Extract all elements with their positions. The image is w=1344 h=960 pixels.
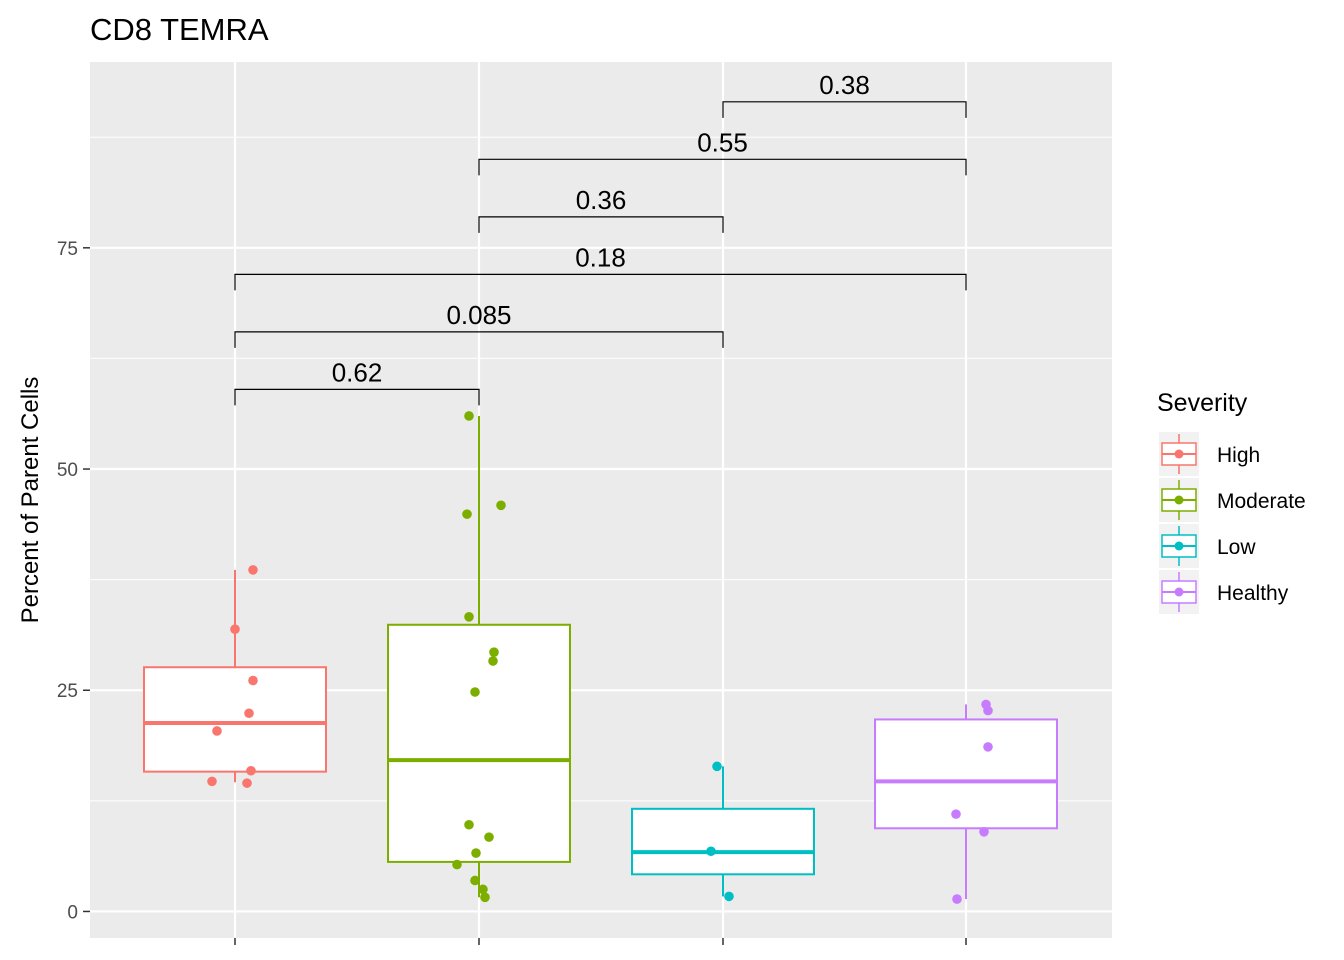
data-point-high bbox=[230, 624, 240, 634]
comparison-bracket bbox=[234, 331, 724, 348]
p-value-label: 0.085 bbox=[446, 300, 511, 330]
legend-label-low: Low bbox=[1217, 536, 1256, 559]
data-point-high bbox=[248, 565, 258, 575]
legend: Severity High Moderate Low Healthy bbox=[1157, 389, 1306, 614]
p-value-label: 0.36 bbox=[576, 185, 627, 215]
plot-panel: 0.62 0.085 0.18 0.36 0.55 0.38 bbox=[90, 62, 1112, 938]
data-point-moderate bbox=[489, 647, 499, 657]
data-point-healthy bbox=[951, 809, 961, 819]
comparison-bracket bbox=[234, 273, 967, 291]
data-point-moderate bbox=[496, 500, 506, 511]
legend-key-point bbox=[1174, 541, 1184, 551]
data-point-high bbox=[242, 778, 252, 788]
y-axis-title: Percent of Parent Cells bbox=[17, 377, 44, 624]
legend-key-point bbox=[1174, 587, 1184, 597]
data-point-healthy bbox=[952, 894, 962, 904]
p-value-label: 0.38 bbox=[819, 70, 870, 100]
y-tick-label: 75 bbox=[57, 239, 78, 260]
data-point-high bbox=[244, 708, 254, 719]
legend-key-point bbox=[1174, 495, 1184, 505]
data-point-moderate bbox=[462, 509, 472, 519]
y-tick-label: 0 bbox=[67, 902, 78, 923]
data-point-high bbox=[248, 675, 258, 686]
data-point-low bbox=[724, 891, 734, 902]
chart-title: CD8 TEMRA bbox=[90, 12, 269, 47]
p-value-label: 0.18 bbox=[575, 242, 626, 272]
legend-label-healthy: Healthy bbox=[1217, 582, 1289, 605]
data-point-moderate bbox=[484, 832, 494, 842]
data-point-moderate bbox=[488, 656, 498, 666]
data-point-moderate bbox=[464, 819, 474, 830]
data-point-healthy bbox=[979, 827, 989, 837]
legend-title: Severity bbox=[1157, 389, 1248, 417]
data-point-moderate bbox=[480, 892, 490, 903]
data-point-moderate bbox=[470, 875, 480, 886]
data-point-high bbox=[207, 776, 217, 787]
data-point-low bbox=[706, 846, 716, 857]
legend-label-moderate: Moderate bbox=[1217, 490, 1306, 513]
y-tick-label: 50 bbox=[57, 460, 78, 481]
data-point-moderate bbox=[452, 859, 462, 870]
data-point-healthy bbox=[983, 742, 993, 752]
y-tick-label: 25 bbox=[57, 681, 78, 702]
p-value-label: 0.62 bbox=[332, 357, 383, 387]
legend-key-point bbox=[1174, 449, 1184, 459]
data-point-moderate bbox=[464, 612, 474, 622]
p-value-label: 0.55 bbox=[697, 127, 748, 157]
comparison-bracket bbox=[234, 388, 480, 406]
data-point-moderate bbox=[471, 848, 481, 858]
data-point-healthy bbox=[983, 705, 993, 716]
data-point-moderate bbox=[478, 884, 488, 895]
data-point-low bbox=[712, 761, 722, 772]
data-point-moderate bbox=[464, 411, 474, 421]
comparison-bracket bbox=[478, 216, 724, 233]
data-point-moderate bbox=[470, 687, 480, 697]
data-point-high bbox=[212, 726, 222, 736]
comparison-bracket bbox=[478, 158, 967, 176]
box-healthy bbox=[874, 718, 1058, 830]
box-high bbox=[143, 666, 327, 773]
legend-label-high: High bbox=[1217, 444, 1260, 467]
comparison-bracket bbox=[722, 101, 967, 118]
box-moderate bbox=[387, 623, 571, 863]
box-low bbox=[631, 807, 815, 876]
data-point-high bbox=[246, 765, 256, 776]
